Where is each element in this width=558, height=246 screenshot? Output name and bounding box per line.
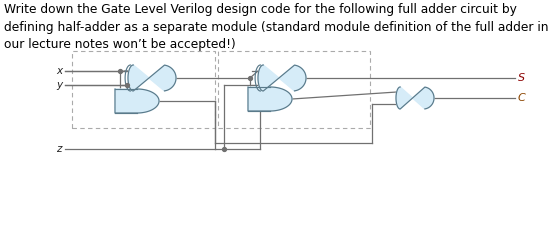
Polygon shape [248,87,292,111]
Polygon shape [128,65,176,91]
Text: z: z [56,144,62,154]
Polygon shape [115,89,159,113]
Text: y: y [56,80,62,90]
Text: S: S [518,73,525,83]
Polygon shape [396,87,434,109]
Text: C: C [518,93,526,103]
Text: Write down the Gate Level Verilog design code for the following full adder circu: Write down the Gate Level Verilog design… [4,3,549,51]
Text: x: x [56,66,62,76]
Polygon shape [258,65,306,91]
